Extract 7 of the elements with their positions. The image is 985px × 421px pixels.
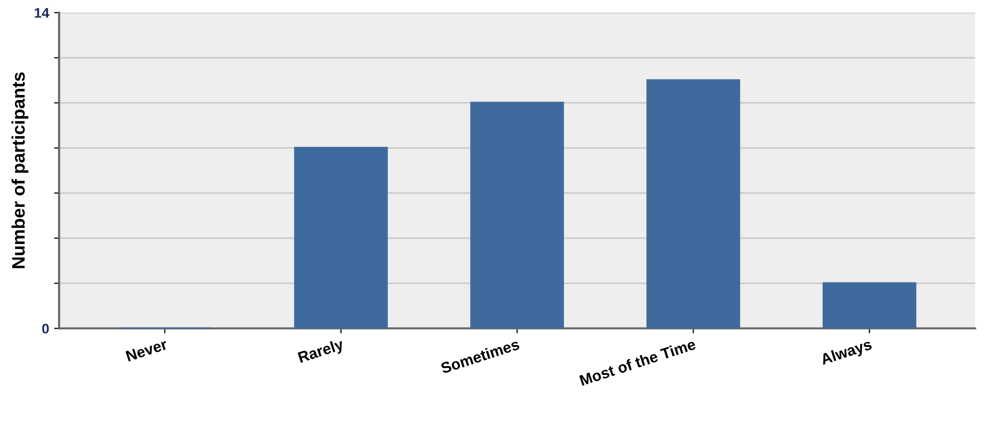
x-tick-label: Always xyxy=(820,338,874,368)
x-tick-label: Rarely xyxy=(298,338,346,366)
y-tick-label: 14 xyxy=(34,8,50,18)
x-tick-label: Most of the Time xyxy=(579,338,696,386)
x-tick-label: Never xyxy=(126,338,168,362)
y-tick-label: 0 xyxy=(42,324,49,334)
y-axis-title: Number of participants xyxy=(12,72,28,268)
